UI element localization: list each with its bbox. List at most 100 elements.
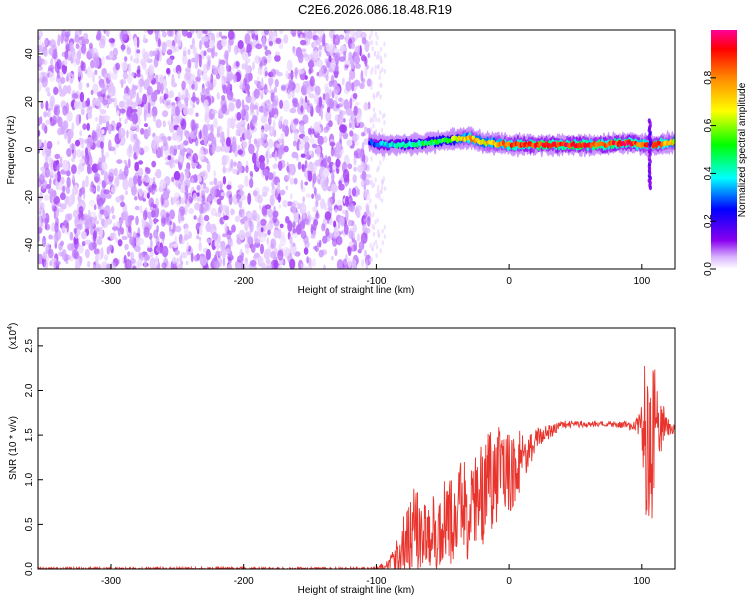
noise-cell [221,249,226,259]
noise-cell [72,51,77,63]
noise-cell [289,193,293,200]
noise-cell [338,183,345,191]
noise-cell [138,78,145,88]
noise-cell [71,122,75,131]
noise-cell [47,248,54,259]
noise-cell [382,176,386,182]
noise-cell [199,68,203,76]
noise-cell [43,49,48,57]
noise-cell [227,230,233,235]
noise-cell [313,49,319,61]
noise-cell [330,74,335,85]
noise-cell [313,218,319,227]
noise-cell [123,210,129,220]
noise-cell [222,84,228,94]
noise-cell [86,66,93,78]
noise-cell [79,39,82,45]
noise-cell [384,52,387,58]
noise-cell [177,70,181,80]
noise-cell [93,204,97,211]
x-tick-label: 0 [506,276,512,287]
noise-cell [206,55,211,61]
noise-cell [221,160,227,166]
noise-cell [370,30,373,33]
noise-cell [125,85,129,94]
noise-cell [378,195,381,201]
noise-cell [199,254,207,267]
noise-cell [359,82,365,90]
noise-cell [287,80,294,93]
noise-cell [190,133,196,140]
noise-cell [375,40,378,46]
noise-cell [343,50,347,62]
noise-cell [66,111,73,122]
noise-cell [324,211,332,221]
noise-cell [375,93,379,99]
noise-cell [191,83,195,90]
noise-cell [178,263,183,269]
noise-cell [329,30,334,39]
noise-cell [294,67,299,76]
noise-cell [195,112,199,117]
noise-cell [277,147,283,160]
noise-cell [233,45,239,55]
noise-cell [368,40,372,46]
noise-cell [320,198,326,210]
noise-cell [326,60,331,68]
noise-cell [221,35,228,40]
noise-cell [369,198,372,204]
noise-cell [311,193,314,199]
noise-cell [274,79,279,88]
noise-cell [161,245,169,258]
noise-cell [336,153,341,160]
noise-cell [76,228,81,236]
noise-cell [349,130,354,137]
noise-cell [253,138,258,145]
noise-cell [172,243,179,249]
noise-cell [61,249,67,261]
noise-cell [183,72,190,81]
noise-cell [101,87,107,94]
noise-cell [221,38,227,47]
noise-cell [336,259,344,269]
noise-cell [293,140,297,147]
noise-cell [50,57,54,68]
noise-cell [191,107,194,113]
noise-cell [178,101,182,108]
noise-cell [228,262,232,269]
noise-cell [162,120,166,128]
noise-cell [383,68,387,74]
noise-cell [177,92,182,104]
noise-cell [333,70,339,79]
noise-cell [325,110,332,122]
noise-cell [112,47,118,57]
noise-cell [224,222,228,235]
noise-cell [375,253,378,259]
noise-cell [332,34,336,44]
noise-cell [55,217,59,227]
noise-cell [178,211,181,224]
noise-cell [198,236,202,241]
noise-cell [72,249,79,259]
noise-cell [206,160,211,173]
noise-cell [99,209,105,215]
noise-cell [84,153,90,165]
noise-cell [226,126,230,139]
noise-cell [235,124,239,129]
noise-cell [38,129,41,137]
noise-cell [293,177,298,185]
noise-cell [222,166,226,174]
noise-cell [221,104,227,114]
noise-cell [143,51,150,63]
noise-cell [302,196,306,203]
noise-cell [119,127,126,138]
noise-cell [263,250,271,260]
noise-cell [276,72,283,77]
noise-cell [173,163,176,168]
noise-cell [126,145,133,158]
noise-cell [205,87,210,95]
noise-cell [317,135,325,146]
noise-cell [128,62,132,75]
noise-cell [245,111,249,122]
noise-cell [282,99,290,112]
